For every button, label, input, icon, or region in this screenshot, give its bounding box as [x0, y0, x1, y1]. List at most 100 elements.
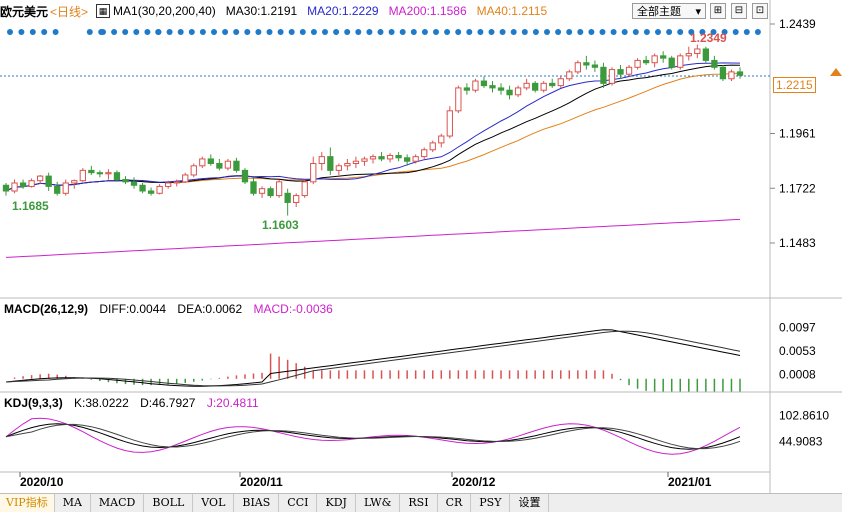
symbol-name: 欧元美元 — [0, 4, 49, 19]
signal-dot-b-50 — [655, 29, 661, 35]
signal-dot-b-25 — [377, 29, 384, 35]
tab-4[interactable]: VOL — [193, 494, 235, 512]
signal-dot-b-37 — [510, 29, 517, 35]
tab-1[interactable]: MA — [55, 494, 91, 512]
candle-body-20 — [173, 181, 180, 184]
signal-dot-b-18 — [299, 29, 306, 35]
signal-dot-b-31 — [444, 29, 451, 35]
candle-body-4 — [36, 175, 44, 182]
ma20-value: MA20:1.2229 — [307, 4, 379, 18]
candle-body-26 — [224, 160, 232, 169]
candle-body-61 — [523, 82, 530, 89]
signal-dot-b-13 — [244, 29, 251, 35]
expand-icon[interactable]: ⊡ — [752, 3, 768, 19]
signal-dot-b-16 — [277, 29, 284, 35]
signal-dot-b-7 — [177, 29, 184, 35]
price-tick-1: 1.1961 — [779, 127, 816, 141]
tab-12[interactable]: 设置 — [510, 494, 550, 512]
indicator-tabbar: VIP指标 MA MACD BOLL VOL BIAS CCI KDJ LW& RSI CR PSY 设… — [0, 493, 842, 512]
signal-dot-b-20 — [322, 29, 328, 35]
collapse-icon[interactable]: ⊟ — [731, 3, 747, 19]
candle-body-39 — [335, 165, 343, 171]
macd-label: MACD(26,12,9) — [4, 302, 89, 316]
ma40-value: MA40:1.2115 — [476, 4, 548, 18]
candle-body-28 — [241, 169, 249, 183]
signal-dot-b-44 — [588, 29, 595, 35]
candle-body-75 — [642, 59, 650, 64]
candle-body-8 — [71, 180, 78, 184]
tab-7[interactable]: KDJ — [317, 494, 356, 512]
kdj-label: KDJ(9,3,3) — [4, 396, 63, 410]
tab-9[interactable]: RSI — [400, 494, 438, 512]
candle-body-9 — [79, 169, 86, 182]
candle-body-27 — [233, 160, 240, 171]
ma-settings-icon[interactable]: ▦ — [96, 4, 111, 18]
chart-area[interactable]: 1.2439 1.1961 1.1722 1.1483 1.1685 1.1603 1.23… — [0, 0, 842, 493]
theme-dropdown[interactable]: 全部主题 ▾ — [632, 3, 706, 19]
tab-2[interactable]: MACD — [91, 494, 145, 512]
signal-dot-b-47 — [621, 29, 628, 35]
signal-dot-a-3 — [41, 29, 48, 35]
signal-dot-b-59 — [754, 29, 761, 35]
macd-tick-2: 0.0008 — [779, 368, 816, 382]
signal-dot-b-27 — [399, 29, 406, 35]
signal-dot-b-51 — [666, 29, 673, 35]
signal-dot-b-54 — [699, 29, 706, 35]
signal-dot-b-17 — [288, 29, 295, 35]
candle-body-31 — [267, 188, 274, 197]
signal-dot-b-46 — [610, 29, 617, 35]
signal-dot-b-34 — [477, 29, 484, 35]
candle-body-57 — [489, 85, 496, 89]
signal-dot-b-11 — [222, 29, 229, 35]
candle-body-85 — [728, 71, 735, 80]
candle-body-11 — [96, 172, 104, 175]
candle-body-36 — [310, 163, 317, 183]
candle-body-10 — [88, 169, 95, 174]
candle-body-73 — [625, 66, 633, 75]
candle-body-25 — [216, 163, 223, 169]
tab-11[interactable]: PSY — [471, 494, 511, 512]
signal-dot-b-3 — [133, 29, 140, 35]
candle-body-69 — [591, 64, 599, 68]
candle-body-7 — [62, 182, 69, 194]
signal-dot-b-29 — [421, 29, 428, 35]
signal-dot-b-1 — [111, 29, 118, 35]
tab-8[interactable]: LW& — [356, 494, 401, 512]
tab-6[interactable]: CCI — [279, 494, 318, 512]
tab-10[interactable]: CR — [438, 494, 472, 512]
signal-dot-b-55 — [710, 29, 717, 35]
ma1-label: MA1(30,20,200,40) — [113, 4, 216, 18]
candle-body-17 — [147, 190, 155, 194]
candle-body-2 — [19, 182, 27, 187]
candle-body-13 — [113, 172, 121, 181]
ma200-value: MA200:1.1586 — [388, 4, 467, 18]
price-chart-svg: 1.2439 1.1961 1.1722 1.1483 1.1685 1.1603 1.23… — [0, 0, 842, 493]
current-price-tag: 1.2215 — [773, 77, 816, 93]
candle-body-81 — [694, 48, 701, 55]
candle-body-53 — [455, 87, 462, 112]
signal-dot-b-52 — [677, 29, 684, 35]
candle-body-6 — [54, 185, 61, 194]
candle-body-16 — [139, 184, 146, 192]
xtick-label-2: 2020/12 — [452, 475, 496, 489]
tab-0[interactable]: VIP指标 — [0, 494, 55, 512]
signal-dot-b-23 — [355, 29, 362, 35]
candle-body-77 — [660, 55, 667, 59]
tab-5[interactable]: BIAS — [234, 494, 280, 512]
candle-body-35 — [301, 181, 308, 197]
period-label[interactable]: <日线> — [50, 4, 89, 19]
signal-dot-b-6 — [166, 29, 173, 35]
tab-3[interactable]: BOLL — [144, 494, 194, 512]
candle-body-58 — [497, 87, 505, 91]
candle-body-18 — [156, 185, 163, 194]
candle-body-29 — [250, 181, 257, 194]
kdj-d-line — [5, 423, 741, 450]
candle-body-45 — [386, 154, 394, 160]
candle-body-76 — [651, 55, 658, 64]
signal-dot-b-24 — [366, 29, 373, 35]
minimize-icon[interactable]: ⊞ — [710, 3, 726, 19]
kdj-d: D:46.7927 — [140, 396, 196, 410]
candle-body-63 — [540, 82, 547, 91]
candle-body-34 — [293, 195, 300, 203]
kdj-j-line — [5, 417, 741, 455]
